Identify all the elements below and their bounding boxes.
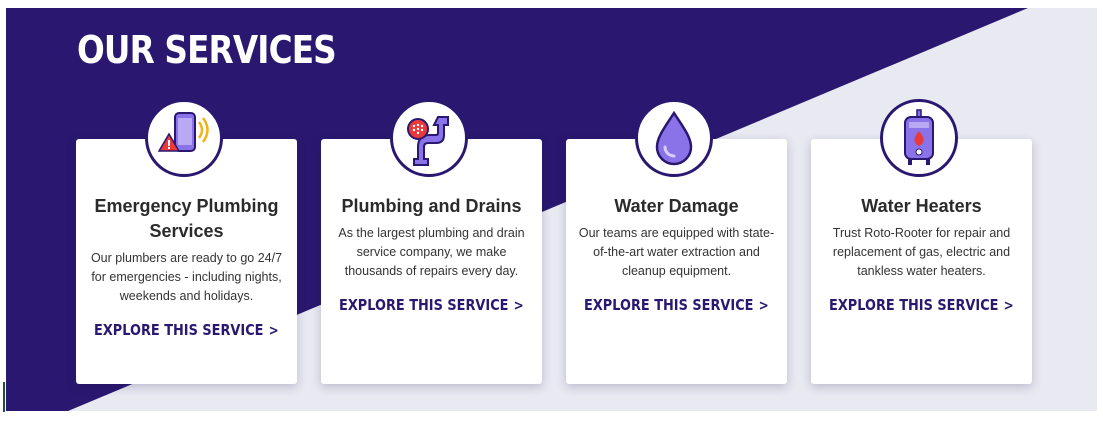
chevron-right-icon: > (268, 323, 279, 339)
explore-link-label: EXPLORE THIS SERVICE (94, 321, 264, 339)
water-drop-icon (635, 99, 713, 177)
explore-link-label: EXPLORE THIS SERVICE (339, 296, 509, 314)
service-description: Our plumbers are ready to go 24/7 for em… (90, 251, 283, 303)
service-card-plumbing-drains: Plumbing and Drains As the largest plumb… (321, 99, 542, 384)
service-description: As the largest plumbing and drain servic… (338, 226, 525, 278)
chevron-right-icon: > (513, 298, 524, 314)
chevron-right-icon: > (758, 298, 769, 314)
explore-service-link[interactable]: EXPLORE THIS SERVICE > (76, 321, 297, 339)
explore-link-label: EXPLORE THIS SERVICE (584, 296, 754, 314)
service-title: Water Damage (614, 196, 739, 216)
service-card-water-damage: Water Damage Our teams are equipped with… (566, 99, 787, 384)
chevron-right-icon: > (1003, 298, 1014, 314)
explore-service-link[interactable]: EXPLORE THIS SERVICE > (566, 296, 787, 314)
explore-service-link[interactable]: EXPLORE THIS SERVICE > (811, 296, 1032, 314)
service-title: Emergency Plumbing Services (94, 196, 279, 241)
corner-marker (3, 382, 5, 412)
service-description: Trust Roto-Rooter for repair and replace… (832, 226, 1011, 278)
water-heater-icon (880, 99, 958, 177)
explore-link-label: EXPLORE THIS SERVICE (829, 296, 999, 314)
service-description: Our teams are equipped with state-of-the… (578, 226, 775, 278)
phone-alert-icon (145, 99, 223, 177)
explore-service-link[interactable]: EXPLORE THIS SERVICE > (321, 296, 542, 314)
section-title: OUR SERVICES (77, 28, 337, 72)
pipe-drain-icon (390, 99, 468, 177)
service-title: Water Heaters (861, 196, 982, 216)
service-card-emergency-plumbing: Emergency Plumbing Services Our plumbers… (76, 99, 297, 384)
service-title: Plumbing and Drains (341, 196, 522, 216)
service-card-water-heaters: Water Heaters Trust Roto-Rooter for repa… (811, 99, 1032, 384)
